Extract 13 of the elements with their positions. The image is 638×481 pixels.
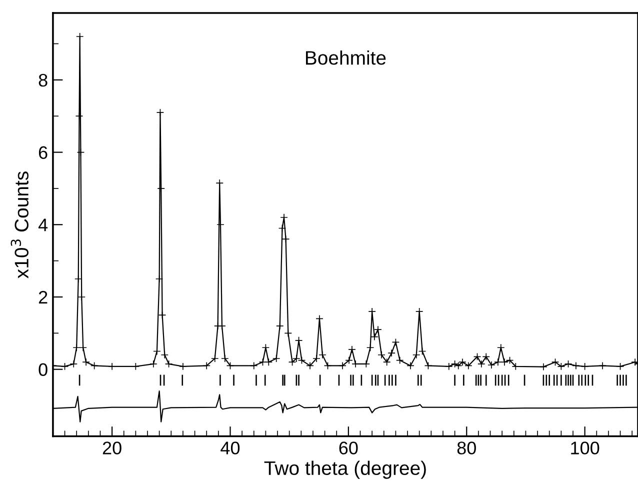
x-tick-label: 40 — [220, 442, 240, 454]
x-axis-title: Two theta (degree) — [264, 460, 426, 479]
x-tick-label: 100 — [571, 442, 600, 454]
y-tick-label: 2 — [38, 290, 48, 304]
x-tick-label: 20 — [102, 442, 122, 454]
x-tick-label: 60 — [339, 442, 358, 454]
y-tick-label: 4 — [38, 218, 48, 232]
y-tick-label: 0 — [38, 363, 48, 376]
text: Boehmite — [306, 50, 386, 65]
y-tick-label: 6 — [38, 146, 48, 159]
y-axis-title: x10$^{3}$ Counts — [10, 172, 29, 278]
y-tick-label: 8 — [38, 74, 48, 87]
x-tick-label: 80 — [457, 442, 476, 454]
